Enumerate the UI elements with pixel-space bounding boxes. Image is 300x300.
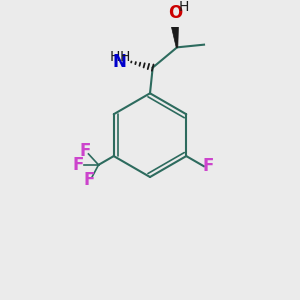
- Text: F: F: [73, 156, 84, 174]
- Text: H: H: [110, 50, 120, 64]
- Text: N: N: [112, 53, 126, 71]
- Text: F: F: [80, 142, 91, 160]
- Text: H: H: [119, 50, 130, 64]
- Text: F: F: [203, 157, 214, 175]
- Text: F: F: [84, 171, 95, 189]
- Polygon shape: [170, 20, 178, 47]
- Text: O: O: [169, 4, 183, 22]
- Text: H: H: [178, 0, 189, 14]
